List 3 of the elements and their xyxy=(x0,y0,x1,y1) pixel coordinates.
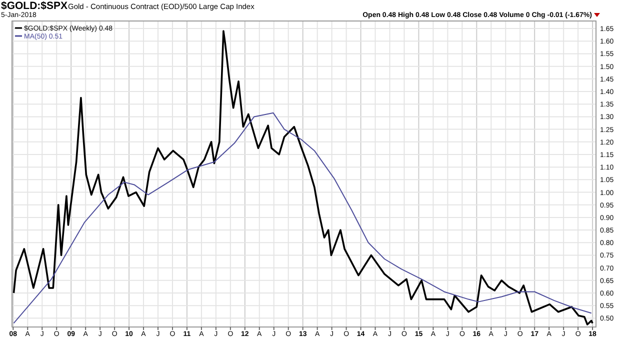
chart-title: $GOLD:$SPX xyxy=(1,0,68,12)
line-series xyxy=(12,30,594,326)
line-series xyxy=(13,112,592,324)
